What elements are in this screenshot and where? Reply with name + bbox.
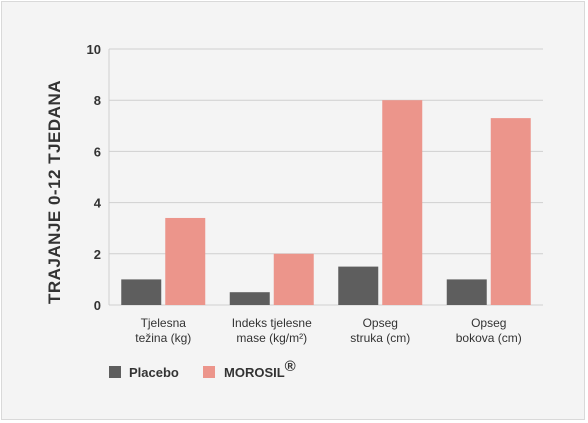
y-tick-label: 2 [94, 247, 101, 262]
category-label: struka (cm) [350, 331, 410, 345]
bar-placebo [229, 292, 270, 305]
category-label: Tjelesna [141, 316, 187, 330]
legend: Placebo MOROSIL® [109, 358, 296, 380]
bar-placebo [121, 279, 162, 305]
bar-morosil [490, 118, 531, 306]
y-tick-label: 8 [94, 93, 101, 108]
registered-mark: ® [285, 358, 296, 375]
y-tick-label: 10 [87, 42, 101, 57]
category-label: Opseg [363, 316, 398, 330]
category-label: Indeks tjelesne [232, 316, 312, 330]
bar-morosil [273, 253, 314, 305]
legend-swatch-placebo [109, 366, 121, 378]
legend-swatch-morosil [203, 366, 215, 378]
category-label: bokova (cm) [456, 331, 522, 345]
bar-placebo [446, 279, 487, 305]
bar-placebo [338, 266, 379, 305]
y-tick-labels: 0 2 4 6 8 10 [87, 42, 102, 313]
legend-label-morosil: MOROSIL® [224, 358, 296, 380]
category-label: Opseg [471, 316, 506, 330]
bar-morosil [165, 217, 206, 305]
bar-morosil [382, 100, 423, 305]
legend-label-placebo: Placebo [129, 365, 179, 380]
bars [121, 100, 531, 306]
y-tick-label: 0 [94, 298, 101, 313]
y-tick-label: 4 [94, 196, 102, 211]
y-tick-label: 6 [94, 144, 101, 159]
category-label: mase (kg/m²) [236, 331, 307, 345]
category-label: težina (kg) [135, 331, 191, 345]
y-axis-label: TRAJANJE 0-12 TJEDANA [45, 80, 64, 304]
